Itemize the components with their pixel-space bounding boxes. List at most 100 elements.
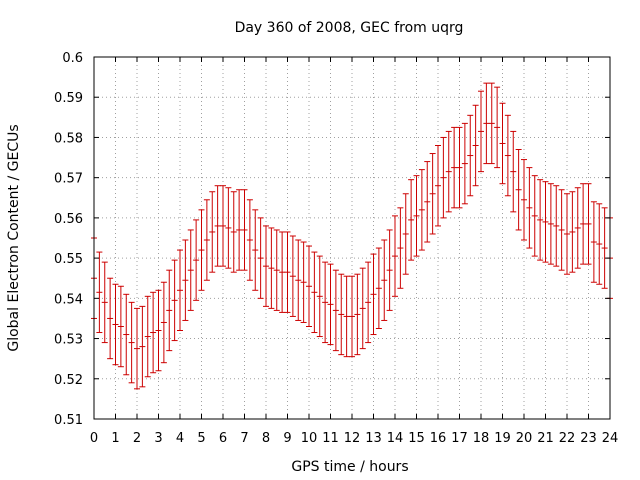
x-tick-label: 23 bbox=[580, 431, 597, 446]
x-tick-label: 13 bbox=[365, 431, 382, 446]
data-point bbox=[246, 199, 253, 281]
data-point bbox=[306, 245, 312, 327]
data-point bbox=[375, 247, 382, 329]
data-point bbox=[112, 283, 119, 366]
data-point bbox=[494, 86, 501, 169]
x-tick-label: 17 bbox=[451, 431, 468, 446]
x-tick-label: 6 bbox=[219, 431, 227, 446]
data-point bbox=[365, 261, 372, 344]
y-tick-label: 0.56 bbox=[54, 212, 83, 227]
data-point bbox=[209, 191, 216, 273]
data-point bbox=[515, 149, 522, 231]
y-tick-label: 0.59 bbox=[54, 91, 83, 106]
data-point bbox=[564, 193, 570, 275]
data-point bbox=[472, 104, 479, 187]
data-point bbox=[510, 130, 517, 213]
data-point bbox=[220, 185, 226, 267]
y-tick-label: 0.57 bbox=[54, 172, 83, 187]
data-point bbox=[187, 229, 194, 311]
data-point bbox=[601, 207, 608, 289]
x-tick-label: 7 bbox=[240, 431, 248, 446]
data-point bbox=[478, 90, 484, 173]
x-tick-label: 10 bbox=[301, 431, 318, 446]
x-tick-label: 5 bbox=[197, 431, 205, 446]
data-point bbox=[284, 231, 291, 313]
data-point bbox=[107, 277, 114, 360]
data-point bbox=[236, 189, 243, 271]
x-tick-label: 24 bbox=[602, 431, 619, 446]
data-point bbox=[332, 269, 339, 352]
data-point bbox=[128, 301, 135, 384]
data-point bbox=[574, 187, 581, 269]
x-tick-label: 20 bbox=[516, 431, 533, 446]
x-tick-label: 0 bbox=[90, 431, 98, 446]
data-point bbox=[488, 82, 495, 165]
data-point bbox=[343, 275, 350, 358]
data-point bbox=[263, 225, 269, 307]
data-point bbox=[171, 259, 178, 342]
x-tick-label: 8 bbox=[262, 431, 270, 446]
data-point bbox=[322, 261, 329, 344]
data-point bbox=[467, 114, 474, 197]
data-point bbox=[435, 144, 441, 227]
data-point bbox=[504, 114, 511, 197]
data-point bbox=[144, 295, 151, 378]
x-tick-label: 16 bbox=[430, 431, 447, 446]
data-point bbox=[397, 207, 404, 289]
data-point bbox=[139, 305, 146, 388]
data-point bbox=[177, 249, 183, 332]
y-tick-label: 0.55 bbox=[54, 252, 83, 267]
y-tick-label: 0.51 bbox=[54, 413, 83, 428]
data-point bbox=[241, 189, 248, 271]
data-point bbox=[327, 263, 334, 346]
data-point bbox=[150, 291, 157, 374]
data-point bbox=[96, 251, 103, 334]
x-tick-label: 14 bbox=[387, 431, 404, 446]
data-point bbox=[273, 229, 280, 311]
data-point bbox=[537, 179, 544, 261]
data-point bbox=[198, 209, 205, 291]
data-point bbox=[257, 217, 264, 299]
x-tick-label: 11 bbox=[322, 431, 339, 446]
x-tick-label: 3 bbox=[154, 431, 162, 446]
x-tick-label: 12 bbox=[344, 431, 361, 446]
x-tick-label: 21 bbox=[537, 431, 554, 446]
data-point bbox=[268, 227, 275, 309]
data-point bbox=[499, 102, 506, 185]
data-point bbox=[203, 199, 210, 281]
data-point bbox=[295, 239, 302, 321]
data-point bbox=[445, 130, 452, 213]
data-point bbox=[386, 229, 393, 311]
y-tick-label: 0.53 bbox=[54, 333, 83, 348]
data-point bbox=[413, 175, 420, 257]
data-point bbox=[316, 255, 323, 338]
data-point bbox=[456, 126, 463, 209]
data-point bbox=[531, 175, 538, 257]
data-point bbox=[182, 239, 189, 321]
data-point bbox=[526, 167, 533, 249]
data-point bbox=[252, 209, 259, 291]
data-point bbox=[392, 215, 398, 297]
data-point bbox=[289, 235, 296, 317]
data-point bbox=[311, 251, 318, 334]
data-point bbox=[166, 269, 173, 352]
data-point bbox=[547, 183, 554, 265]
data-point bbox=[553, 185, 560, 267]
x-tick-label: 4 bbox=[176, 431, 184, 446]
data-point bbox=[359, 267, 366, 350]
data-point bbox=[214, 185, 221, 267]
x-tick-label: 2 bbox=[133, 431, 141, 446]
x-axis: 0 1 2 3 4 5 6 7 8 9 10 11 12 13 14 15 16 17 18 19 20 21 22 23 24 bbox=[90, 57, 618, 446]
data-point bbox=[349, 275, 355, 358]
data-point bbox=[193, 219, 200, 301]
x-tick-label: 1 bbox=[111, 431, 119, 446]
data-point bbox=[451, 126, 458, 209]
data-point bbox=[580, 183, 587, 265]
data-point bbox=[542, 181, 549, 263]
y-tick-label: 0.52 bbox=[54, 373, 83, 388]
data-point bbox=[370, 253, 377, 336]
data-point bbox=[225, 187, 232, 269]
data-point bbox=[521, 159, 527, 241]
data-point bbox=[483, 82, 490, 165]
data-point bbox=[279, 231, 286, 313]
